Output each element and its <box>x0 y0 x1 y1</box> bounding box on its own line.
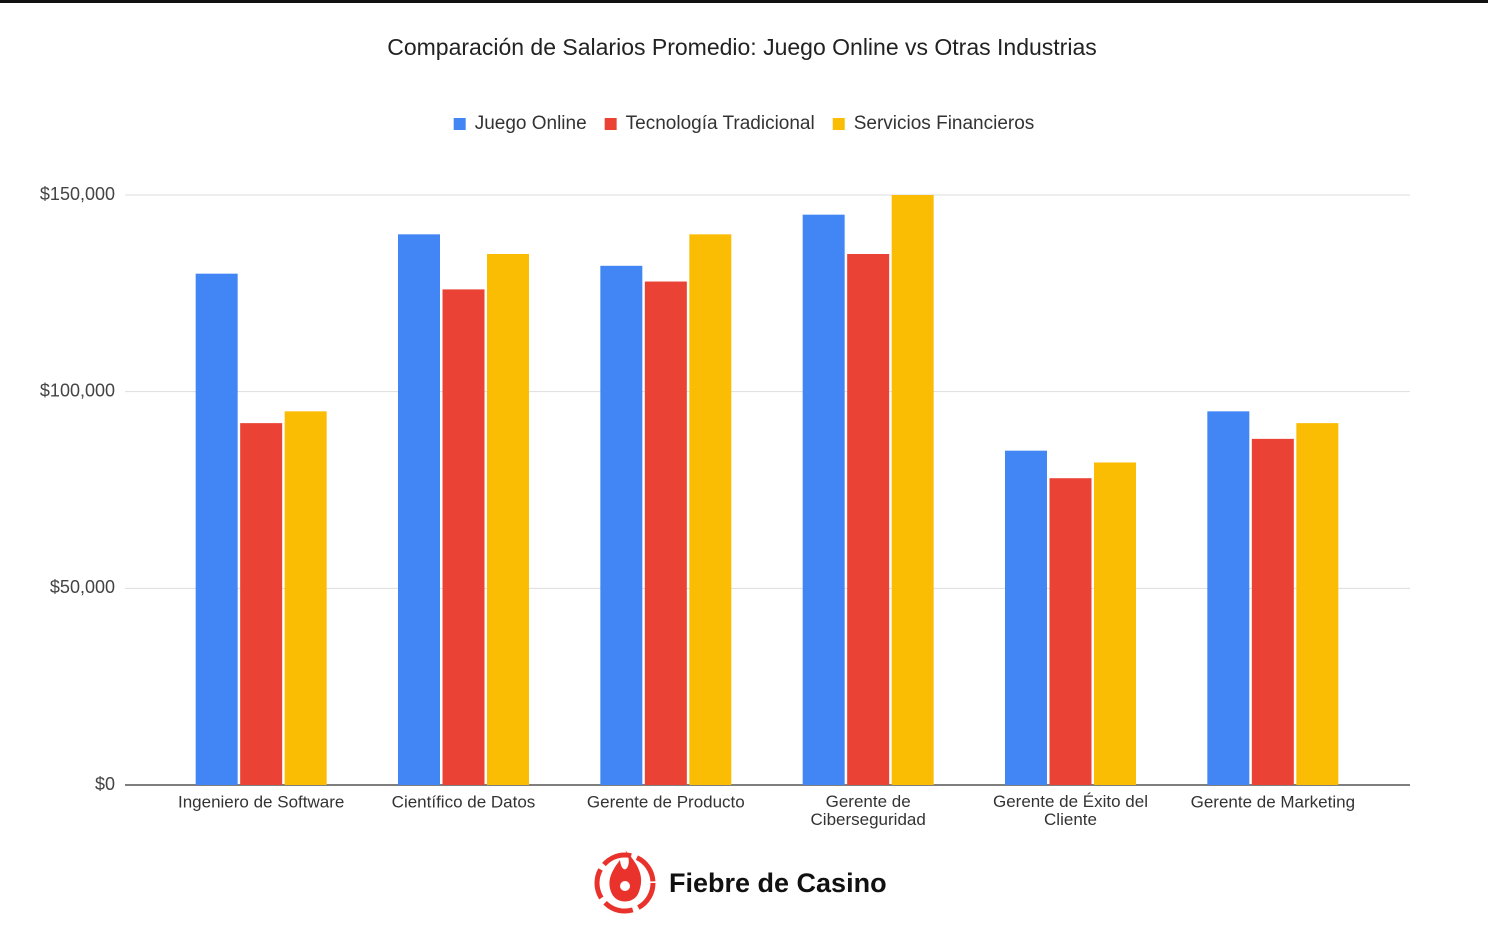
brand-logo <box>594 850 656 914</box>
bar <box>1005 450 1047 785</box>
bar <box>398 234 440 786</box>
y-tick-label: $150,000 <box>40 184 115 204</box>
bar <box>195 273 238 785</box>
x-tick-label: Científico de Datos <box>392 792 536 811</box>
bar <box>1251 438 1294 785</box>
legend: Juego Online Tecnología Tradicional Servic… <box>453 113 1035 134</box>
bar <box>689 234 732 786</box>
y-tick-label: $50,000 <box>50 577 115 597</box>
chart-title: Comparación de Salarios Promedio: Juego … <box>387 34 1097 60</box>
bar <box>600 265 643 785</box>
legend-swatch <box>604 118 617 130</box>
bar <box>1207 411 1250 785</box>
bar <box>240 423 283 785</box>
x-tick-label: Gerente de Producto <box>587 792 745 811</box>
legend-swatch <box>832 118 845 130</box>
bar <box>1296 423 1339 785</box>
bar <box>487 254 529 785</box>
y-tick-label: $0 <box>95 774 115 794</box>
x-tick-label: Gerente de Ciberseguridad <box>811 792 926 829</box>
top-border <box>0 0 1488 3</box>
brand-name: Fiebre de Casino <box>669 868 887 898</box>
legend-label: Servicios Financieros <box>854 113 1035 134</box>
y-tick-label: $100,000 <box>40 380 115 400</box>
bar <box>442 289 485 785</box>
bar <box>891 195 934 785</box>
bar <box>1049 478 1092 785</box>
legend-label: Tecnología Tradicional <box>626 113 815 134</box>
bar <box>802 214 845 785</box>
x-tick-label: Ingeniero de Software <box>178 792 344 811</box>
bar <box>847 254 890 785</box>
bar <box>284 411 327 785</box>
legend-swatch <box>453 118 466 130</box>
bar <box>1094 462 1136 785</box>
x-tick-label: Gerente de Marketing <box>1191 792 1355 811</box>
legend-label: Juego Online <box>475 113 587 134</box>
x-tick-label: Gerente de Éxito del Cliente <box>993 792 1148 829</box>
bar <box>644 281 687 785</box>
